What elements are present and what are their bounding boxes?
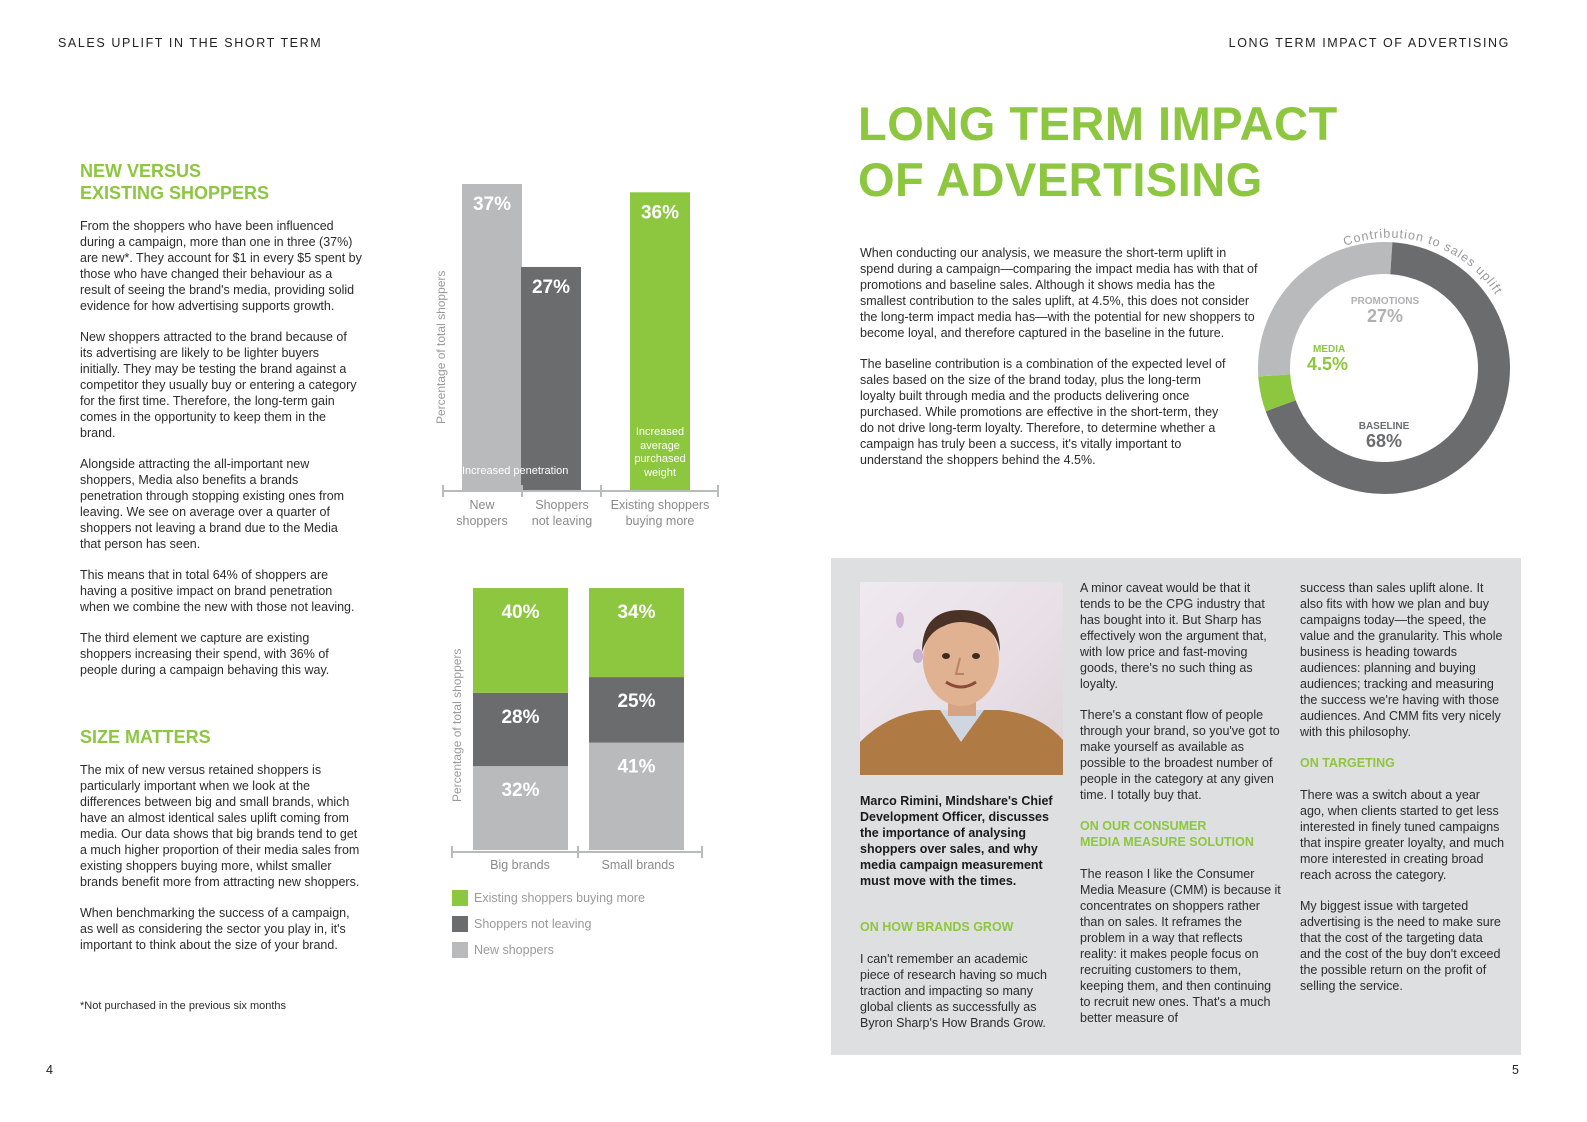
chart2-x-label-big: Big brands: [490, 858, 550, 872]
interview-column-2: A minor caveat would be that it tends to…: [1080, 580, 1282, 1041]
paragraph: A minor caveat would be that it tends to…: [1080, 581, 1267, 691]
chart2-legend: Existing shoppers buying more Shoppers n…: [452, 885, 645, 963]
donut-label-media: MEDIA 4.5%: [1307, 344, 1349, 374]
right-intro-text: When conducting our analysis, we measure…: [860, 245, 1260, 483]
page-number-right: 5: [1512, 1063, 1519, 1077]
paragraph: When benchmarking the success of a campa…: [80, 906, 350, 952]
chart1-bar: [462, 184, 522, 491]
donut-chart: Contribution to sales uplift: [1258, 227, 1510, 494]
page-number-left: 4: [46, 1063, 53, 1077]
chart2-value-label: 28%: [501, 707, 539, 728]
paragraph: The baseline contribution is a combinati…: [860, 357, 1226, 467]
chart2-bar-segment: [473, 588, 568, 693]
donut-label-baseline: BASELINE 68%: [1358, 421, 1410, 451]
chart2-bar-segment: [473, 766, 568, 850]
interview-caption: Marco Rimini, Mindshare's Chief Developm…: [860, 794, 1053, 888]
donut-label-promotions: PROMOTIONS 27%: [1350, 296, 1420, 326]
paragraph: There was a switch about a year ago, whe…: [1300, 788, 1505, 882]
heading-on-cmm: ON OUR CONSUMER MEDIA MEASURE SOLUTION: [1080, 819, 1254, 849]
legend-swatch-light: [452, 942, 468, 958]
chart2-value-label: 32%: [501, 780, 539, 801]
chart1-bars: 37% 27% 36%: [442, 184, 719, 497]
donut-slice-media: [1258, 374, 1296, 412]
paragraph: The mix of new versus retained shoppers …: [80, 763, 360, 889]
footnote: *Not purchased in the previous six month…: [80, 1000, 287, 1012]
interview-column-3: success than sales uplift alone. It also…: [1300, 580, 1505, 1009]
chart2-value-label: 41%: [617, 757, 655, 778]
chart1-x-label-buying-more: Existing shoppers buying more: [610, 498, 710, 528]
donut-slice-promotions: [1258, 241, 1393, 377]
heading-on-targeting: ON TARGETING: [1300, 756, 1395, 770]
paragraph: success than sales uplift alone. It also…: [1300, 581, 1503, 739]
left-running-header: SALES UPLIFT IN THE SHORT TERM: [58, 36, 323, 50]
chart2-bar-segment: [589, 588, 684, 678]
chart1-x-label-new: New shoppers: [456, 498, 508, 528]
interview-grow-text: I can't remember an academic piece of re…: [860, 952, 1047, 1030]
paragraph: There's a constant flow of people throug…: [1080, 708, 1280, 802]
paragraph: From the shoppers who have been influenc…: [80, 219, 362, 313]
page-title: LONG TERM IMPACT OF ADVERTISING: [858, 97, 1338, 206]
paragraph: When conducting our analysis, we measure…: [860, 246, 1258, 340]
portrait-photo: [860, 582, 1063, 775]
legend-swatch-dark: [452, 916, 468, 932]
portrait-illustration: [860, 610, 1063, 775]
heading-size-matters: SIZE MATTERS: [80, 727, 211, 747]
chart1-bar: [521, 266, 581, 491]
paragraph: Alongside attracting the all-important n…: [80, 457, 345, 551]
paragraph: This means that in total 64% of shoppers…: [80, 568, 355, 614]
chart2-x-label-small: Small brands: [601, 858, 675, 872]
annotation-increased-weight: Increased average purchased weight: [634, 426, 686, 479]
chart1-value-label: 37%: [473, 194, 511, 215]
chart2-bar-segment: [589, 677, 684, 743]
legend-swatch-green: [452, 890, 468, 906]
paragraph: The reason I like the Consumer Media Mea…: [1080, 867, 1281, 1025]
legend-item: Shoppers not leaving: [452, 911, 645, 937]
left-body-text: From the shoppers who have been influenc…: [80, 218, 362, 678]
heading-on-how-brands-grow: ON HOW BRANDS GROW: [860, 920, 1014, 934]
legend-item: Existing shoppers buying more: [452, 885, 645, 911]
heading-new-vs-existing: NEW VERSUS EXISTING SHOPPERS: [80, 161, 270, 203]
legend-item: New shoppers: [452, 937, 645, 963]
chart2-value-label: 34%: [617, 602, 655, 623]
chart1-x-label-not-leaving: Shoppers not leaving: [531, 498, 593, 528]
chart2-value-label: 25%: [617, 691, 655, 712]
paragraph: The third element we capture are existin…: [80, 631, 330, 677]
right-running-header: LONG TERM IMPACT OF ADVERTISING: [1228, 36, 1510, 50]
chart1-bar: [630, 192, 690, 491]
paragraph: New shoppers attracted to the brand beca…: [80, 330, 357, 440]
chart2-bar-segment: [589, 742, 684, 850]
chart1-value-label: 27%: [532, 277, 570, 298]
annotation-increased-penetration: Increased penetration: [462, 465, 569, 477]
size-body-text: The mix of new versus retained shoppers …: [80, 762, 362, 968]
chart1-value-label: 36%: [641, 202, 679, 223]
paragraph: My biggest issue with targeted advertisi…: [1300, 899, 1501, 993]
left-text-column: NEW VERSUS EXISTING SHOPPERS From the sh…: [80, 160, 362, 693]
chart2-value-label: 40%: [501, 602, 539, 623]
chart2-bar-segment: [473, 692, 568, 767]
chart2-bars: 32% 28% 40% 41% 25% 34%: [451, 588, 703, 858]
